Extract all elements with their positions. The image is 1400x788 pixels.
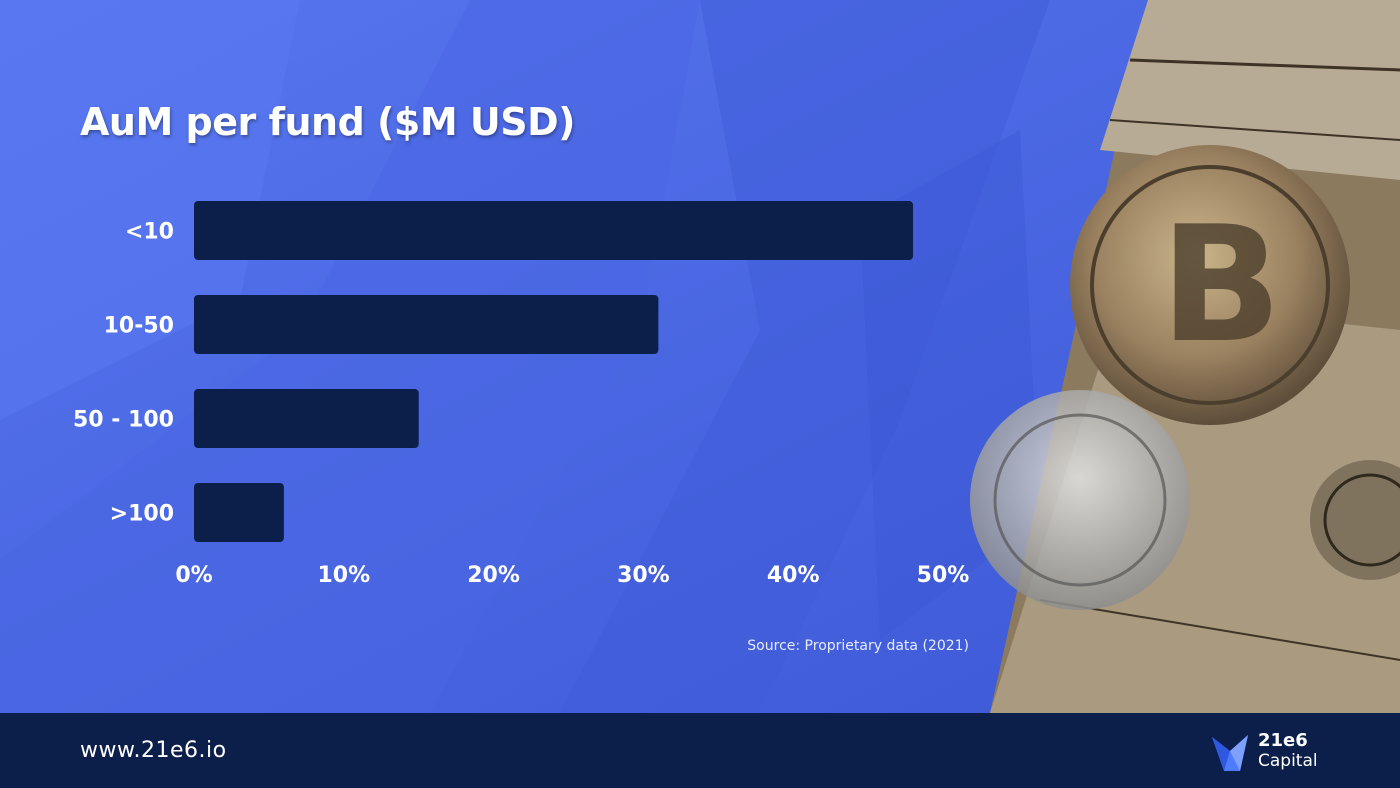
x-tick-label: 40% [767, 563, 820, 588]
category-label: <10 [125, 220, 174, 245]
bird-logo-icon [1212, 735, 1248, 771]
brand-subtitle: Capital [1258, 751, 1318, 771]
x-tick-label: 0% [175, 563, 212, 588]
bar-chart: <10 10-50 50 - 100 >100 0% 10% 20% 30% 40% 50% [73, 201, 970, 588]
slide: B AuM per fund ($M USD) <10 10-50 50 - 100… [0, 0, 1400, 713]
bar-2 [194, 389, 419, 448]
source-note: Source: Proprietary data (2021) [747, 638, 969, 654]
category-label: >100 [110, 502, 174, 527]
bar-3 [194, 483, 284, 542]
x-tick-label: 10% [317, 563, 370, 588]
brand-name: 21e6 [1258, 730, 1308, 751]
website-url[interactable]: www.21e6.io [80, 738, 227, 763]
x-tick-label: 50% [917, 563, 970, 588]
x-tick-label: 20% [467, 563, 520, 588]
background-art: B [0, 0, 1400, 713]
category-label: 10-50 [104, 314, 174, 339]
bar-1 [194, 295, 659, 354]
bar-0 [194, 201, 914, 260]
x-tick-label: 30% [617, 563, 670, 588]
money-photo: B [970, 0, 1400, 713]
chart-title: AuM per fund ($M USD) [80, 100, 576, 144]
brand-logo: 21e6 Capital [1210, 729, 1350, 777]
svg-text:B: B [1160, 191, 1282, 378]
footer-bar: www.21e6.io 21e6 Capital [0, 713, 1400, 788]
category-label: 50 - 100 [73, 408, 174, 433]
